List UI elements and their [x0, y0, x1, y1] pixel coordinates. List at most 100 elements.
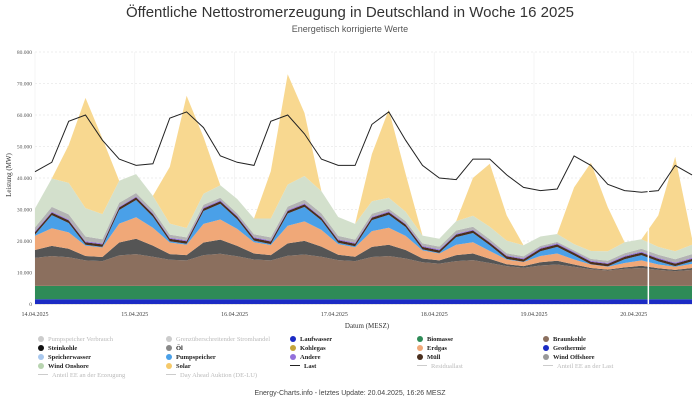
legend-item-label: Pumpspeicher Verbrauch: [48, 336, 114, 343]
y-tick-label: 70.000: [17, 82, 32, 88]
legend-dot-icon: [543, 345, 549, 351]
legend-item[interactable]: Andere: [290, 354, 320, 361]
legend-item[interactable]: Geothermie: [543, 345, 586, 352]
legend-item-label: Braunkohle: [553, 336, 586, 343]
x-tick-label: 16.04.2025: [221, 312, 248, 318]
legend-item[interactable]: Anteil EE an der Last: [543, 363, 613, 370]
chart-title: Öffentliche Nettostromerzeugung in Deuts…: [125, 4, 575, 21]
legend-item-label: Grenzüberschreitender Stromhandel: [176, 336, 271, 343]
y-tick-label: 40.000: [17, 176, 32, 182]
area-laufwasser: [35, 299, 692, 304]
legend-item-label: Biomasse: [427, 336, 453, 343]
area-wind-onshore: [35, 174, 692, 261]
x-axis-ticks: 14.04.2025 15.04.2025 16.04.2025 17.04.2025…: [22, 312, 648, 318]
legend-item-label: Öl: [176, 345, 183, 352]
legend-item-label: Andere: [300, 354, 321, 361]
series-line-last: [34, 111, 693, 193]
legend-dot-icon: [38, 336, 44, 342]
y-tick-label: 80.000: [17, 50, 32, 56]
legend-dot-icon: [290, 354, 296, 360]
legend-dot-icon: [166, 363, 172, 369]
y-axis-ticks: 0 10.000 20.000 30.000 40.000 50.000 60.000 70.…: [17, 50, 32, 308]
x-tick-label: 18.04.2025: [421, 312, 448, 318]
area-biomasse: [35, 285, 692, 300]
area-erdgas: [35, 217, 692, 270]
legend-dot-icon: [543, 354, 549, 360]
legend-item[interactable]: Biomasse: [417, 336, 453, 343]
x-tick-label: 17.04.2025: [321, 312, 348, 318]
legend-item-label: Last: [304, 363, 317, 370]
area-braunkohle: [35, 253, 692, 286]
legend-item[interactable]: Residuallast: [417, 363, 463, 370]
area-wind-offshore: [35, 193, 692, 263]
legend-item-label: Day Ahead Auktion (DE-LU): [180, 372, 258, 379]
footer-update-note: Energy-Charts.info - letztes Update: 20.…: [254, 390, 446, 397]
legend-item[interactable]: Pumpspeicher: [166, 354, 216, 361]
legend-item-label: Residuallast: [431, 363, 463, 370]
legend-item[interactable]: Day Ahead Auktion (DE-LU): [166, 372, 257, 379]
legend-item-label: Speicherwasser: [48, 354, 91, 361]
legend-item-label: Wind Offshore: [553, 354, 595, 361]
x-axis-label: Datum (MESZ): [345, 322, 390, 330]
legend-dot-icon: [38, 354, 44, 360]
area-pumpspeicher: [35, 200, 692, 267]
legend-item[interactable]: Anteil EE an der Erzeugung: [38, 372, 125, 379]
legend-item[interactable]: Solar: [166, 363, 191, 370]
legend-item[interactable]: Braunkohle: [543, 336, 586, 343]
y-tick-label: 50.000: [17, 145, 32, 151]
y-axis-label: Leistung (MW): [5, 152, 13, 196]
legend-item[interactable]: Müll: [417, 354, 440, 361]
legend-item-label: Solar: [176, 363, 191, 370]
legend-dot-icon: [290, 336, 296, 342]
y-tick-label: 30.000: [17, 208, 32, 214]
legend-item[interactable]: Grenzüberschreitender Stromhandel: [166, 336, 270, 343]
legend-item[interactable]: Öl: [166, 345, 183, 352]
area-steinkohle: [35, 238, 692, 272]
legend-dot-icon: [417, 354, 423, 360]
legend-line-icon: [417, 365, 427, 366]
legend-line-icon: [38, 374, 48, 375]
legend-item-label: Müll: [427, 354, 441, 361]
legend-item-label: Anteil EE an der Last: [557, 363, 614, 370]
load-line-layer: [34, 111, 693, 193]
legend-dot-icon: [417, 345, 423, 351]
legend-item[interactable]: Wind Offshore: [543, 354, 594, 361]
area-andere: [35, 196, 692, 264]
legend-item-label: Kohlegas: [300, 345, 326, 352]
legend-dot-icon: [543, 336, 549, 342]
legend-item[interactable]: Last: [290, 363, 316, 370]
legend-item-label: Pumpspeicher: [176, 354, 216, 361]
legend-item[interactable]: Laufwasser: [290, 336, 332, 343]
x-tick-label: 19.04.2025: [520, 312, 547, 318]
y-tick-label: 10.000: [17, 271, 32, 277]
legend-item[interactable]: Wind Onshore: [38, 363, 89, 370]
x-tick-label: 20.04.2025: [620, 312, 647, 318]
legend-item[interactable]: Speicherwasser: [38, 354, 91, 361]
legend-dot-icon: [417, 336, 423, 342]
y-tick-label: 0: [29, 302, 32, 308]
legend-dot-icon: [38, 345, 44, 351]
legend-item[interactable]: Steinkohle: [38, 345, 77, 352]
stacked-areas: [35, 74, 692, 304]
legend-item[interactable]: Erdgas: [417, 345, 447, 352]
x-tick-label: 14.04.2025: [22, 312, 49, 318]
legend-item-label: Steinkohle: [48, 345, 78, 352]
legend-dot-icon: [166, 354, 172, 360]
legend-line-icon: [166, 374, 176, 375]
legend-dot-icon: [166, 336, 172, 342]
y-tick-label: 60.000: [17, 113, 32, 119]
legend-item[interactable]: Kohlegas: [290, 345, 326, 352]
legend-item[interactable]: Pumpspeicher Verbrauch: [38, 336, 113, 343]
legend-item-label: Wind Onshore: [48, 363, 89, 370]
legend-line-icon: [543, 365, 553, 366]
legend-dot-icon: [166, 345, 172, 351]
legend-line-icon: [290, 365, 300, 366]
legend-item-label: Geothermie: [553, 345, 586, 352]
legend-dot-icon: [38, 363, 44, 369]
legend-dot-icon: [290, 345, 296, 351]
y-tick-label: 20.000: [17, 239, 32, 245]
legend-item-label: Laufwasser: [300, 336, 333, 343]
chart-subtitle: Energetisch korrigierte Werte: [291, 24, 409, 34]
legend-item-label: Erdgas: [427, 345, 447, 352]
